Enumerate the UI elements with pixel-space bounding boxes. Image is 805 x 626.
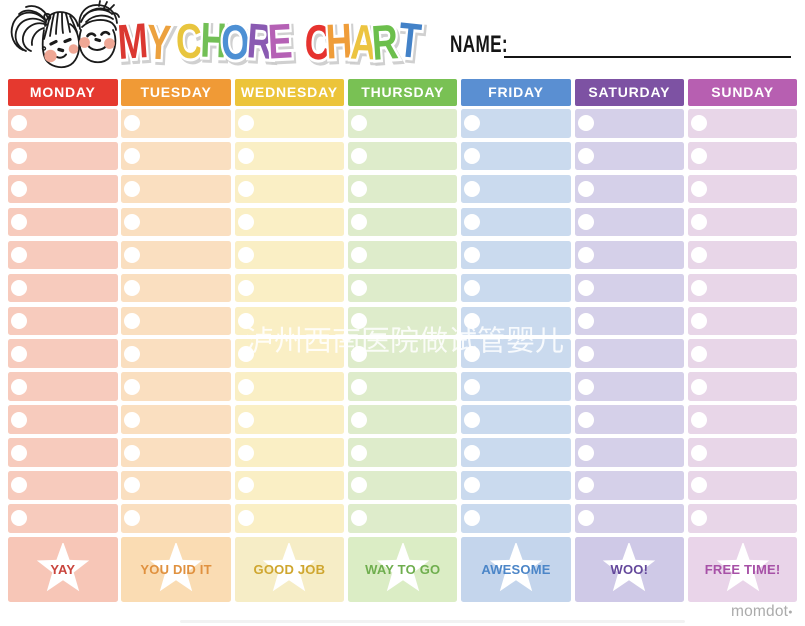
svg-text:C: C: [306, 18, 335, 74]
svg-text:E: E: [269, 17, 296, 73]
svg-text:R: R: [245, 14, 275, 70]
svg-text:O: O: [223, 18, 253, 74]
svg-text:C: C: [303, 15, 332, 71]
svg-text:A: A: [350, 15, 378, 70]
svg-text:E: E: [267, 14, 294, 70]
svg-text:H: H: [202, 16, 230, 71]
svg-text:M: M: [116, 14, 150, 71]
svg-text:C: C: [177, 17, 206, 73]
svg-text:M: M: [118, 17, 152, 74]
svg-text:Y: Y: [148, 18, 175, 74]
svg-text:R: R: [372, 18, 402, 74]
svg-text:H: H: [200, 13, 228, 68]
svg-text:C: C: [175, 14, 204, 70]
svg-text:R: R: [370, 15, 400, 71]
svg-text:A: A: [352, 18, 380, 73]
svg-text:Y: Y: [145, 15, 172, 71]
svg-text:H: H: [327, 17, 356, 73]
svg-text:R: R: [247, 17, 277, 73]
svg-text:H: H: [325, 14, 354, 70]
svg-text:O: O: [220, 15, 250, 71]
